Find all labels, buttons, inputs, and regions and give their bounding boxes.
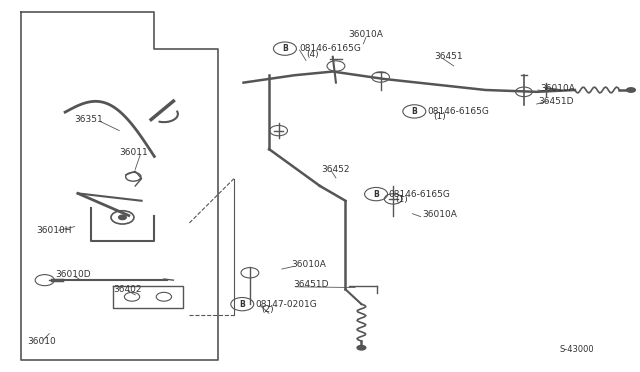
Text: 36010: 36010: [27, 337, 56, 346]
Text: 08147-0201G: 08147-0201G: [255, 300, 317, 309]
Circle shape: [356, 345, 367, 351]
Text: 08146-6165G: 08146-6165G: [427, 107, 489, 116]
Text: 36010H: 36010H: [36, 226, 72, 235]
Text: (4): (4): [306, 50, 319, 59]
Text: 36011: 36011: [119, 148, 148, 157]
Text: 36451: 36451: [435, 52, 463, 61]
Text: B: B: [412, 107, 417, 116]
Text: 36010A: 36010A: [291, 260, 326, 269]
Text: (1): (1): [395, 195, 408, 204]
Text: S-43000: S-43000: [559, 345, 594, 354]
Text: B: B: [373, 190, 379, 199]
Text: 36451D: 36451D: [539, 97, 574, 106]
Circle shape: [118, 215, 126, 219]
Circle shape: [626, 87, 636, 93]
Text: 36010D: 36010D: [56, 270, 91, 279]
Text: 36451D: 36451D: [293, 280, 329, 289]
Text: 08146-6165G: 08146-6165G: [300, 44, 362, 53]
Text: 36402: 36402: [113, 285, 141, 294]
Text: (1): (1): [433, 112, 446, 121]
Text: (2): (2): [261, 305, 274, 314]
Text: 36010A: 36010A: [349, 30, 383, 39]
Text: 36351: 36351: [75, 115, 104, 124]
Text: 36010A: 36010A: [422, 210, 457, 219]
Text: B: B: [282, 44, 288, 53]
Text: 36010A: 36010A: [540, 84, 575, 93]
Text: 36452: 36452: [321, 165, 350, 174]
Text: 08146-6165G: 08146-6165G: [389, 190, 451, 199]
Text: B: B: [239, 300, 245, 309]
